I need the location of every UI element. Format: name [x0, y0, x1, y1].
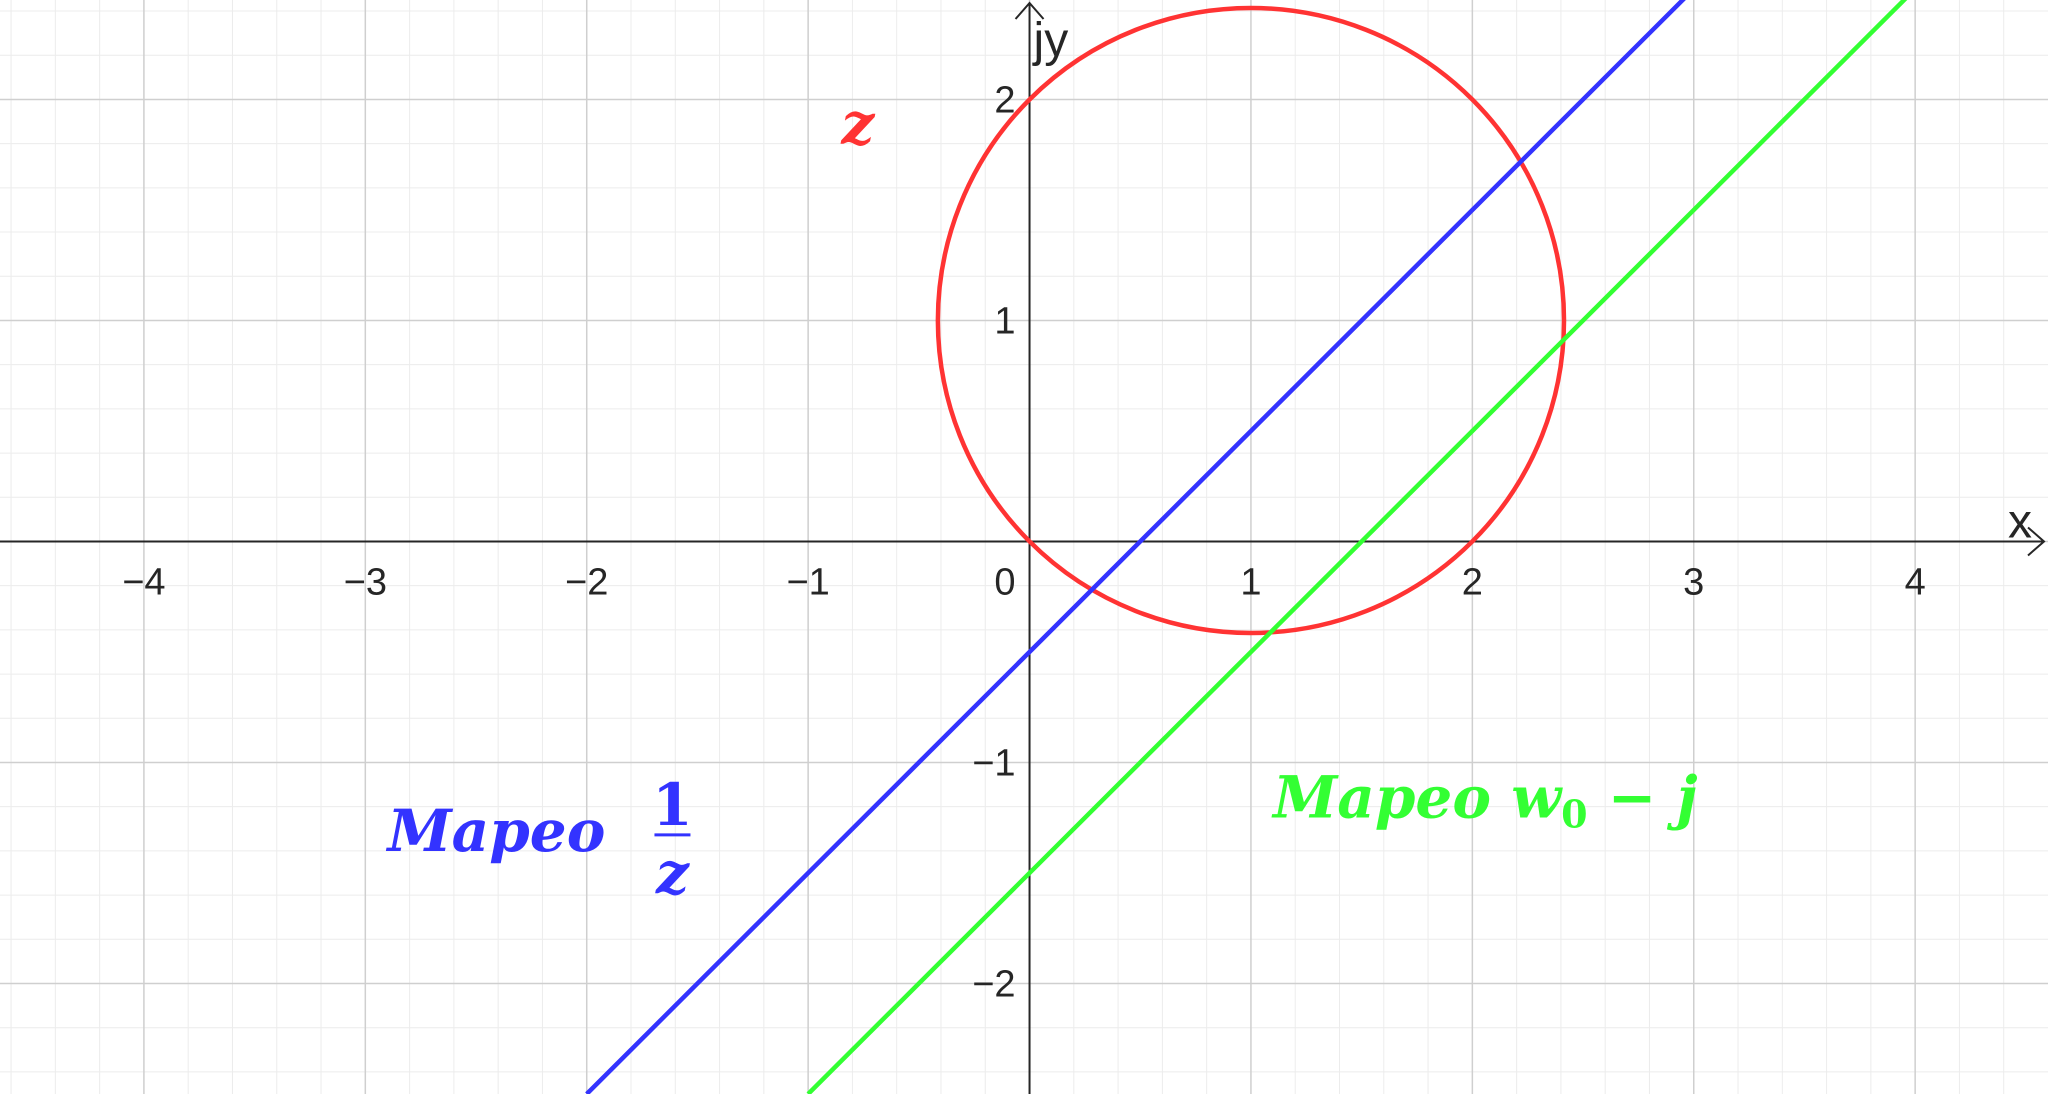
x-tick-label: 4: [1905, 561, 1926, 603]
series-line-inverse: [585, 0, 1686, 1094]
tick-labels: −4 −3 −2 −1 1 2 3 4 −2 −1 1 2 0: [122, 79, 1925, 1005]
series-label-mapeo-w0-suffix: − j: [1588, 764, 1698, 832]
x-tick-label: −4: [122, 561, 165, 603]
curves: [585, 0, 1908, 1094]
fraction-denominator: z: [655, 839, 690, 907]
x-tick-label: −3: [344, 561, 387, 603]
y-axis-arrow: [1014, 1, 1045, 20]
x-tick-label: 1: [1240, 561, 1261, 603]
y-tick-label: 2: [994, 79, 1015, 121]
series-label-mapeo-inverse-text: Mapeo: [385, 797, 605, 865]
subscript-zero: 0: [1561, 792, 1587, 837]
x-tick-label: 3: [1683, 561, 1704, 603]
series-label-mapeo-inverse: Mapeo 1 z: [385, 771, 692, 907]
series-label-z: z: [840, 90, 875, 158]
x-axis-label: x: [2008, 495, 2032, 548]
series-label-mapeo-w0: Mapeo w0 − j: [1271, 764, 1697, 837]
y-tick-label: −1: [972, 742, 1015, 784]
y-tick-label: −2: [972, 963, 1015, 1005]
x-tick-label: −2: [565, 561, 608, 603]
y-axis-label: jy: [1032, 14, 1069, 67]
x-tick-label: 2: [1462, 561, 1483, 603]
series-line-w0: [806, 0, 1908, 1094]
origin-tick-label: 0: [994, 561, 1015, 603]
series-circle-z: [935, 5, 1567, 636]
series-label-mapeo-w0-text: Mapeo w: [1271, 764, 1563, 832]
fraction-numerator: 1: [652, 771, 692, 839]
y-tick-label: 1: [994, 300, 1015, 342]
x-tick-label: −1: [786, 561, 829, 603]
x-axis-arrow: [2027, 526, 2046, 557]
